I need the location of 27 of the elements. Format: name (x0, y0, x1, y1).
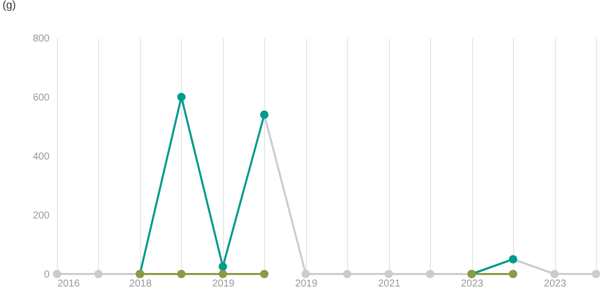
x-tick-label: 2021 (378, 278, 401, 290)
point (592, 270, 600, 278)
point (302, 270, 310, 278)
y-tick-label: 400 (32, 152, 50, 162)
point (94, 270, 103, 278)
point (426, 270, 434, 278)
y-tick-label: 600 (32, 92, 50, 104)
point (550, 270, 559, 278)
y-tick-label: 0 (44, 270, 50, 280)
x-tick-label: 2023 (460, 278, 484, 290)
x-tick-label: 2019 (295, 278, 318, 290)
y-tick-label: 800 (32, 34, 50, 44)
x-tick-label: 2023 (544, 278, 567, 290)
x-tick-label: 2016 (58, 278, 80, 290)
x-tick-label: 2019 (212, 278, 235, 290)
point (177, 270, 186, 278)
point (384, 270, 393, 278)
point (343, 270, 352, 278)
point (52, 270, 62, 278)
y-axis-title: (g) (2, 0, 16, 12)
y-tick-label: 200 (32, 210, 50, 222)
point (218, 270, 228, 278)
point (260, 270, 268, 278)
point (218, 262, 228, 271)
x-tick-label: 2018 (129, 278, 152, 290)
point (177, 92, 186, 102)
point (508, 270, 518, 278)
